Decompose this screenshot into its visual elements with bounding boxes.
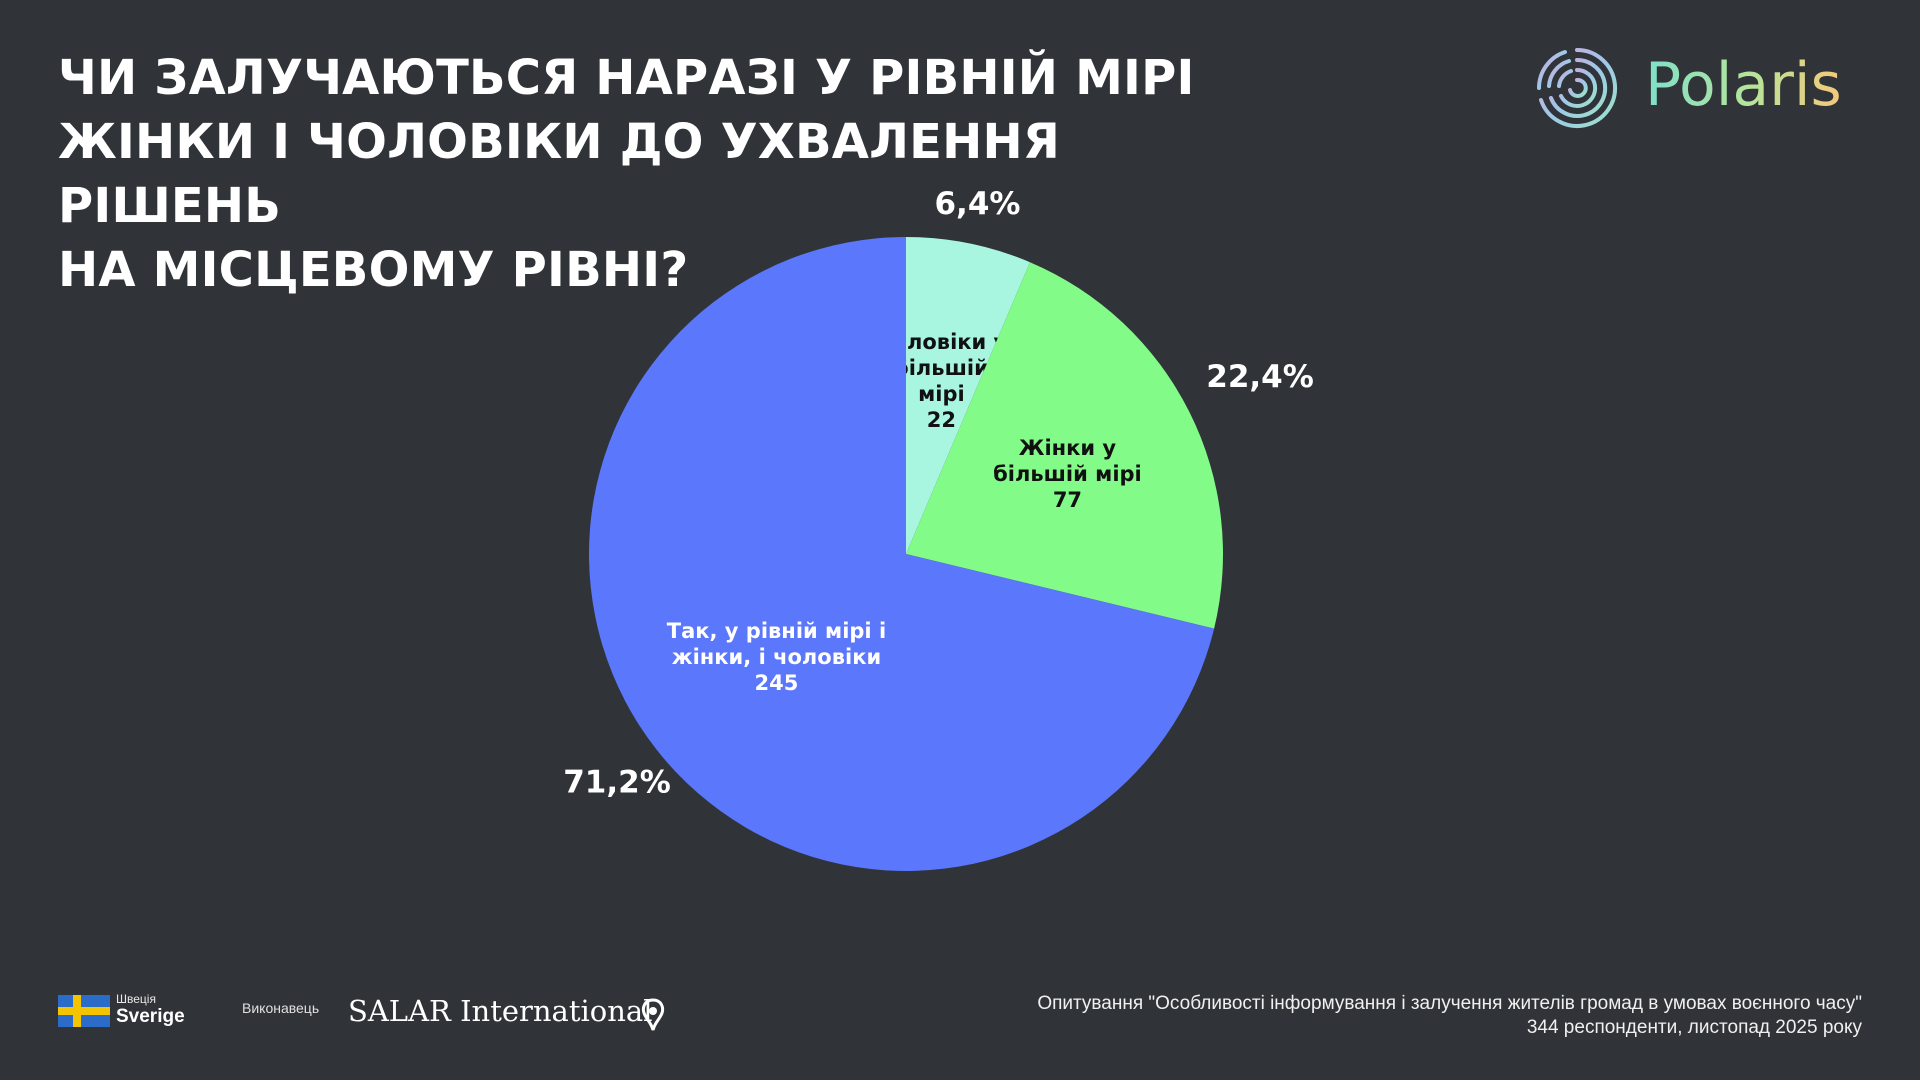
pie-percent-label-1: 22,4% [1206, 359, 1314, 395]
survey-info: Опитування "Особливості інформування і з… [1037, 992, 1862, 1040]
pie-slice-label-2: жінки, і чоловіки [672, 645, 881, 669]
survey-line-2: 344 респонденти, листопад 2025 року [1526, 1017, 1862, 1038]
pie-slice-label-0: більшій [894, 356, 989, 380]
pie-slice-0 [906, 237, 1030, 554]
salar-pin-icon [641, 998, 665, 1031]
pie-slice-2 [589, 237, 1215, 872]
sweden-big-text: Sverige [116, 1006, 185, 1027]
page-title: ЧИ ЗАЛУЧАЮТЬСЯ НАРАЗІ У РІВНІЙ МІРІ ЖІНК… [58, 46, 1258, 302]
polaris-logo: Polaris [1525, 40, 1855, 130]
pie-percent-label-2: 71,2% [563, 764, 671, 800]
pie-slice-1 [906, 262, 1223, 629]
pie-slice-label-2: Так, у рівній мірі і [667, 619, 886, 643]
salar-logo-text: SALAR International [348, 994, 653, 1028]
title-line-3: НА МІСЦЕВОМУ РІВНІ? [58, 242, 689, 298]
pie-slice-count-1: 77 [1053, 488, 1082, 512]
pie-slice-label-0: мірі [918, 382, 965, 406]
pie-slice-count-0: 22 [927, 408, 956, 432]
pie-slice-label-1: більшій мірі [993, 462, 1142, 486]
title-line-2: ЖІНКИ І ЧОЛОВІКИ ДО УХВАЛЕННЯ РІШЕНЬ [58, 114, 1061, 234]
polaris-rings-icon [1537, 48, 1618, 128]
executor-label: Виконавець [242, 1000, 320, 1016]
polaris-logo-text: Polaris [1645, 50, 1842, 120]
survey-line-1: Опитування "Особливості інформування і з… [1037, 993, 1862, 1014]
pie-slice-label-1: Жінки у [1019, 436, 1117, 460]
sweden-flag-icon [58, 995, 110, 1027]
pie-slice-count-2: 245 [755, 671, 799, 695]
pie-percent-label-0: 6,4% [934, 186, 1020, 222]
title-line-1: ЧИ ЗАЛУЧАЮТЬСЯ НАРАЗІ У РІВНІЙ МІРІ [58, 50, 1195, 106]
sweden-small-text: Швеція [116, 992, 156, 1006]
